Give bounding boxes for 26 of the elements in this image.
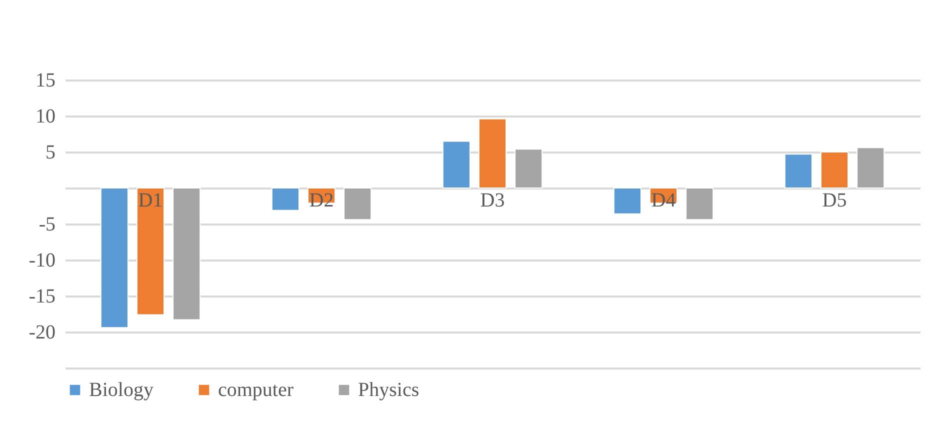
- x-tick-label: D1: [138, 190, 163, 212]
- y-tick-label: -15: [28, 286, 56, 308]
- bar: [100, 188, 128, 328]
- y-tick-label: 5: [46, 142, 56, 164]
- legend-label: Physics: [358, 379, 420, 401]
- y-tick-label: -5: [38, 214, 56, 236]
- y-tick-label: 15: [36, 70, 56, 92]
- bar: [478, 118, 507, 188]
- y-tick-label: -10: [28, 250, 56, 272]
- x-tick-label: D5: [822, 190, 847, 212]
- bar: [514, 148, 543, 188]
- bar: [344, 188, 372, 220]
- bar: [613, 188, 642, 214]
- bar: [172, 188, 201, 320]
- y-tick-label: -20: [28, 322, 56, 344]
- x-tick-label: D3: [480, 190, 505, 212]
- legend-label: Biology: [89, 379, 154, 401]
- bar: [136, 188, 165, 316]
- bar: [820, 152, 849, 188]
- legend-label: computer: [218, 379, 294, 401]
- bar: [686, 188, 714, 220]
- y-tick-label: 10: [36, 106, 56, 128]
- bar: [856, 147, 885, 188]
- bar: [784, 154, 812, 188]
- bar: [271, 188, 300, 211]
- bar: [442, 140, 470, 188]
